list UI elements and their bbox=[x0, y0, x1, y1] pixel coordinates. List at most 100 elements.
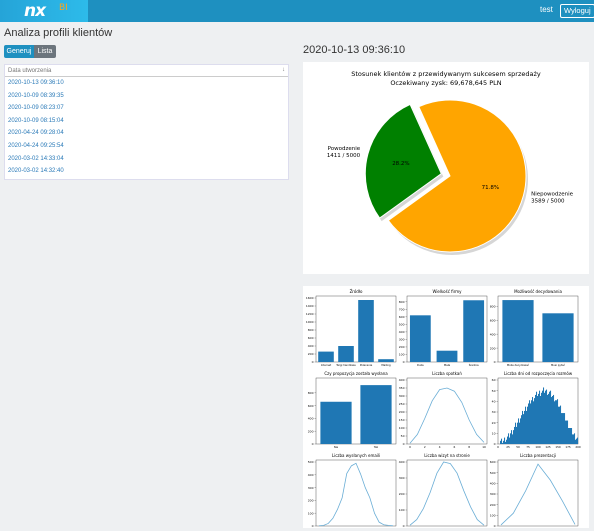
x-tick-label: 1 bbox=[512, 527, 514, 528]
logout-button[interactable]: Wyloguj bbox=[560, 4, 594, 18]
x-tick-label: 0 bbox=[318, 527, 320, 528]
hist-bar bbox=[518, 418, 520, 444]
page-title: Analiza profili klientów bbox=[4, 27, 113, 39]
y-tick-label: 800 bbox=[308, 391, 314, 395]
generate-button[interactable]: Generuj bbox=[4, 45, 34, 58]
y-tick-label: 0 bbox=[403, 360, 405, 364]
hist-bar bbox=[534, 398, 536, 444]
list-button[interactable]: Lista bbox=[34, 45, 56, 58]
hist-bar bbox=[557, 399, 559, 444]
hist-bar bbox=[576, 438, 578, 444]
hist-bar bbox=[549, 391, 551, 444]
hist-bar bbox=[553, 394, 555, 444]
x-tick-label: 6 bbox=[574, 527, 576, 528]
y-tick-label: 600 bbox=[308, 336, 314, 340]
x-tick-label: 2 bbox=[423, 527, 425, 528]
y-tick-label: 0 bbox=[494, 524, 496, 528]
y-tick-label: 200 bbox=[399, 492, 405, 496]
y-tick-label: 200 bbox=[308, 499, 314, 503]
x-tick-label: 10 bbox=[482, 445, 486, 449]
y-tick-label: 600 bbox=[490, 318, 496, 322]
y-tick-label: 150 bbox=[399, 418, 405, 422]
list-header[interactable]: Data utworzenia ↓ bbox=[5, 65, 288, 77]
bar bbox=[502, 300, 534, 362]
x-tick-label: Targi handlowe bbox=[336, 363, 356, 367]
x-tick-label: 0 bbox=[497, 445, 499, 449]
list-item[interactable]: 2020-03-02 14:33:04 bbox=[8, 155, 64, 162]
x-tick-label: Musi pytać bbox=[551, 363, 566, 367]
small-charts-grid: Źródło02004006008001000120014001600Inter… bbox=[306, 289, 581, 531]
x-tick-label: 0 bbox=[409, 445, 411, 449]
pie-slice-1 bbox=[364, 103, 442, 219]
bar bbox=[338, 346, 354, 362]
top-navigation-bar: nx BI test Wyloguj bbox=[0, 0, 594, 22]
hist-bar bbox=[558, 406, 560, 444]
y-tick-label: 600 bbox=[399, 315, 405, 319]
y-tick-label: 1400 bbox=[306, 304, 314, 308]
hist-bar bbox=[575, 439, 577, 444]
pie-slice-name: Powodzenie bbox=[328, 146, 361, 152]
x-tick-label: Internet bbox=[321, 363, 331, 367]
y-tick-label: 700 bbox=[399, 307, 405, 311]
y-tick-label: 400 bbox=[308, 344, 314, 348]
x-tick-label: Nie bbox=[334, 445, 339, 449]
app-logo[interactable]: nx BI bbox=[0, 0, 88, 22]
y-tick-label: 500 bbox=[399, 323, 405, 327]
hist-bar bbox=[539, 390, 541, 444]
hist-bar bbox=[548, 393, 550, 444]
bar bbox=[436, 350, 458, 362]
x-tick-label: 4 bbox=[439, 445, 441, 449]
hist-bar bbox=[530, 403, 532, 444]
x-tick-label: Mailing bbox=[381, 363, 391, 367]
y-tick-label: 40 bbox=[492, 400, 496, 404]
hist-bar bbox=[520, 418, 522, 444]
x-tick-label: 8 bbox=[463, 527, 465, 528]
hist-bar bbox=[537, 396, 539, 444]
bar bbox=[358, 300, 374, 362]
y-tick-label: 10 bbox=[492, 432, 496, 436]
hist-bar bbox=[573, 434, 575, 444]
y-tick-label: 50 bbox=[401, 434, 405, 438]
hist-bar bbox=[577, 437, 579, 444]
list-item[interactable]: 2020-03-02 14:32:40 bbox=[8, 168, 64, 175]
hist-bar bbox=[547, 394, 549, 444]
x-tick-label: Tak bbox=[374, 445, 379, 449]
hist-bar bbox=[503, 440, 505, 444]
y-tick-label: 400 bbox=[399, 330, 405, 334]
y-tick-label: 1200 bbox=[306, 312, 314, 316]
y-tick-label: 400 bbox=[399, 460, 405, 464]
x-tick-label: 2 bbox=[327, 527, 329, 528]
list-item[interactable]: 2020-10-13 09:36:10 bbox=[8, 80, 64, 86]
y-tick-label: 400 bbox=[490, 482, 496, 486]
hist-bar bbox=[570, 428, 572, 444]
y-tick-label: 200 bbox=[490, 503, 496, 507]
pie-title: Stosunek klientów z przewidywanym sukces… bbox=[351, 70, 541, 78]
list-item[interactable]: 2020-10-09 08:39:35 bbox=[8, 92, 64, 99]
list-item[interactable]: 2020-10-09 08:23:07 bbox=[8, 105, 64, 112]
list-item[interactable]: 2020-04-24 09:25:54 bbox=[8, 142, 64, 149]
hist-bar bbox=[531, 400, 533, 444]
x-tick-label: 75 bbox=[526, 445, 530, 449]
hist-bar bbox=[559, 406, 561, 444]
x-tick-label: 8 bbox=[355, 527, 357, 528]
hist-bar bbox=[569, 428, 571, 444]
hist-bar bbox=[510, 433, 512, 444]
x-tick-label: 25 bbox=[506, 445, 510, 449]
hist-bar bbox=[511, 430, 513, 444]
chart-9: Liczba prezentacji 0 100 200 300 400 500 600 0 1 2… bbox=[490, 453, 579, 531]
y-tick-label: 250 bbox=[399, 402, 405, 406]
bar bbox=[409, 315, 431, 362]
x-tick-label: Może decydować bbox=[507, 363, 530, 367]
bar bbox=[378, 359, 394, 362]
list-item[interactable]: 2020-04-24 09:28:04 bbox=[8, 130, 64, 137]
y-tick-label: 300 bbox=[399, 476, 405, 480]
user-name: test bbox=[540, 5, 553, 14]
y-tick-label: 400 bbox=[399, 378, 405, 382]
sort-down-icon[interactable]: ↓ bbox=[282, 67, 285, 73]
series-line bbox=[409, 387, 485, 444]
pie-slice-2 bbox=[387, 99, 527, 253]
hist-bar bbox=[562, 413, 564, 444]
small-charts-panel: Źródło 0 200 400 600 800 1000 1200 1400 1600 Inter… bbox=[303, 286, 589, 531]
list-item[interactable]: 2020-10-09 08:15:04 bbox=[8, 117, 64, 124]
chart-title: Liczba spotkań bbox=[432, 371, 462, 376]
